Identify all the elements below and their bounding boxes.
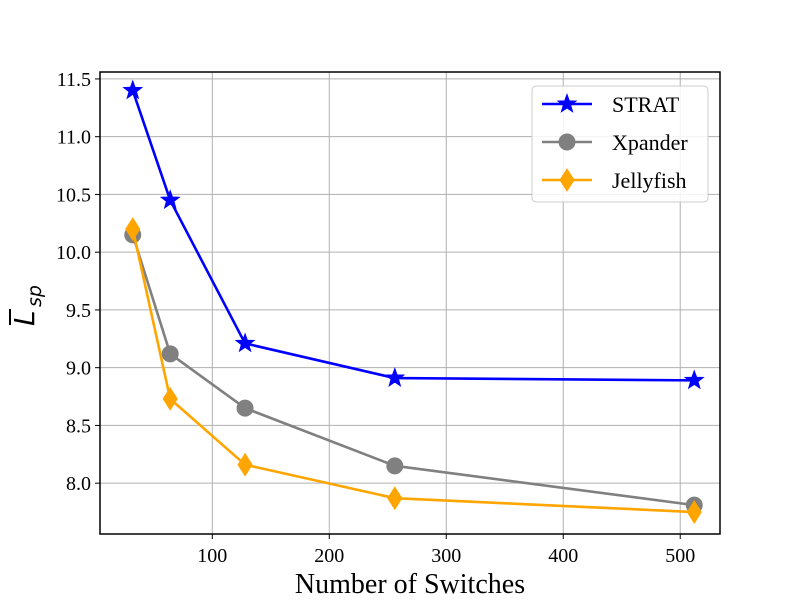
legend-item-strat: STRAT [542, 92, 680, 117]
x-tick-label: 200 [314, 545, 344, 567]
xpander-point [236, 399, 254, 417]
y-tick-label: 8.0 [66, 473, 91, 495]
legend-box [531, 85, 709, 203]
legend-item-jellyfish: Jellyfish [542, 168, 687, 193]
strat-point [234, 332, 256, 353]
y-axis-title-main: L [8, 310, 41, 326]
legend-item-xpander: Xpander [542, 130, 688, 155]
legend-marker [558, 133, 576, 151]
legend-marker [556, 93, 578, 113]
y-tick-label: 10.0 [56, 242, 91, 264]
y-tick-label: 8.5 [66, 415, 91, 437]
y-axis-title: L sp [8, 285, 46, 326]
x-axis-ticks: 100 200 300 400 500 [197, 534, 695, 567]
series-xpander [124, 226, 703, 514]
x-tick-label: 100 [197, 545, 227, 567]
legend-label: Jellyfish [612, 168, 687, 193]
x-tick-label: 500 [665, 545, 695, 567]
grid [100, 72, 720, 534]
y-tick-label: 9.5 [66, 300, 91, 322]
jellyfish-point [125, 217, 141, 242]
strat-point [122, 79, 144, 100]
series-layer [122, 79, 705, 524]
y-axis-ticks: 8.0 8.5 9.0 9.5 10.0 10.5 11.0 11.5 [56, 69, 100, 495]
jellyfish-point [162, 386, 178, 411]
y-tick-label: 11.0 [57, 127, 91, 149]
strat-point [683, 369, 705, 390]
y-tick-label: 9.0 [66, 358, 91, 380]
jellyfish-point [686, 500, 702, 524]
jellyfish-point [237, 452, 253, 477]
legend-marker [559, 168, 575, 192]
series-jellyfish [125, 217, 702, 524]
x-axis-title: Number of Switches [295, 569, 525, 600]
y-tick-label: 11.5 [57, 69, 91, 91]
legend-label: Xpander [612, 130, 688, 155]
plot-area-frame [99, 71, 721, 535]
y-axis-title-subscript: sp [24, 285, 46, 307]
series-strat [122, 79, 705, 390]
xpander-line [131, 234, 695, 507]
xpander-point [161, 345, 179, 363]
legend: STRAT Xpander Jellyfish [531, 85, 709, 203]
strat-point [159, 189, 181, 210]
jellyfish-point [387, 486, 403, 511]
x-tick-label: 400 [548, 545, 578, 567]
legend-label: STRAT [612, 92, 680, 117]
xpander-point [386, 457, 404, 475]
strat-point [384, 367, 406, 387]
x-tick-label: 300 [431, 545, 461, 567]
y-tick-label: 10.5 [56, 184, 91, 206]
